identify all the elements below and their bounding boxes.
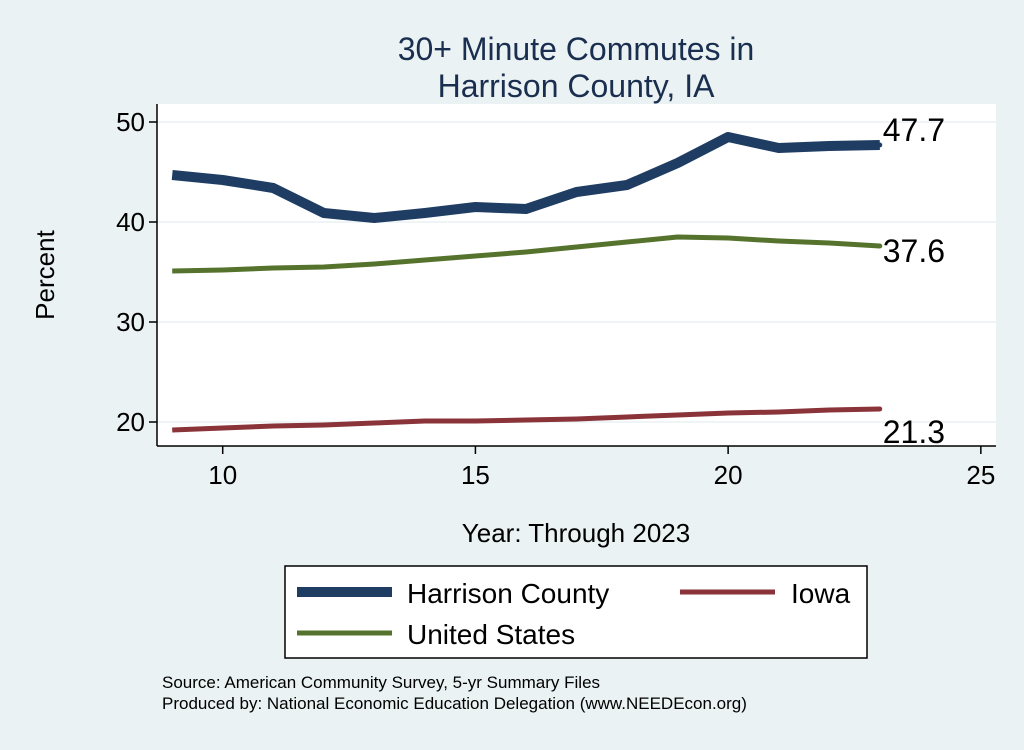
end-label-united-states: 37.6	[883, 233, 945, 269]
axes	[156, 104, 996, 447]
legend-box	[284, 565, 868, 659]
legend-label-harrison-county: Harrison County	[407, 578, 609, 609]
y-axis-title: Percent	[30, 229, 60, 319]
y-tick-label-20: 20	[116, 407, 145, 437]
x-tick-label-15: 15	[461, 460, 490, 490]
series-line-iowa	[172, 406, 880, 433]
chart-title-line-1: 30+ Minute Commutes in	[398, 31, 755, 67]
y-axis-ticks: 20 30 40 50	[116, 107, 157, 437]
plot-area	[157, 104, 996, 446]
y-tick-label-50: 50	[116, 107, 145, 137]
legend-label-united-states: United States	[407, 619, 575, 650]
end-label-harrison-county: 47.7	[883, 112, 945, 148]
x-tick-label-20: 20	[714, 460, 743, 490]
end-marker-harrison-county	[877, 142, 883, 148]
end-marker-iowa	[877, 406, 883, 412]
end-value-labels: 47.7 37.6 21.3	[877, 112, 945, 450]
y-tick-label-40: 40	[116, 207, 145, 237]
y-tick-label-30: 30	[116, 307, 145, 337]
series-line-harrison-county	[171, 132, 880, 223]
series-line-united-states	[172, 234, 880, 274]
x-tick-label-25: 25	[966, 460, 995, 490]
series-lines	[171, 132, 880, 433]
chart-title: 30+ Minute Commutes in Harrison County, …	[398, 31, 755, 104]
chart-title-line-2: Harrison County, IA	[438, 68, 716, 104]
gridlines	[157, 121, 996, 423]
source-line-1: Source: American Community Survey, 5-yr …	[162, 673, 600, 692]
end-label-iowa: 21.3	[883, 414, 945, 450]
x-axis-title: Year: Through 2023	[462, 518, 690, 548]
legend: Harrison County Iowa United States	[284, 565, 868, 659]
legend-label-iowa: Iowa	[791, 578, 851, 609]
x-tick-label-10: 10	[208, 460, 237, 490]
end-marker-united-states	[877, 243, 883, 249]
x-axis-ticks: 10 15 20 25	[208, 446, 995, 490]
source-line-2: Produced by: National Economic Education…	[162, 694, 747, 713]
